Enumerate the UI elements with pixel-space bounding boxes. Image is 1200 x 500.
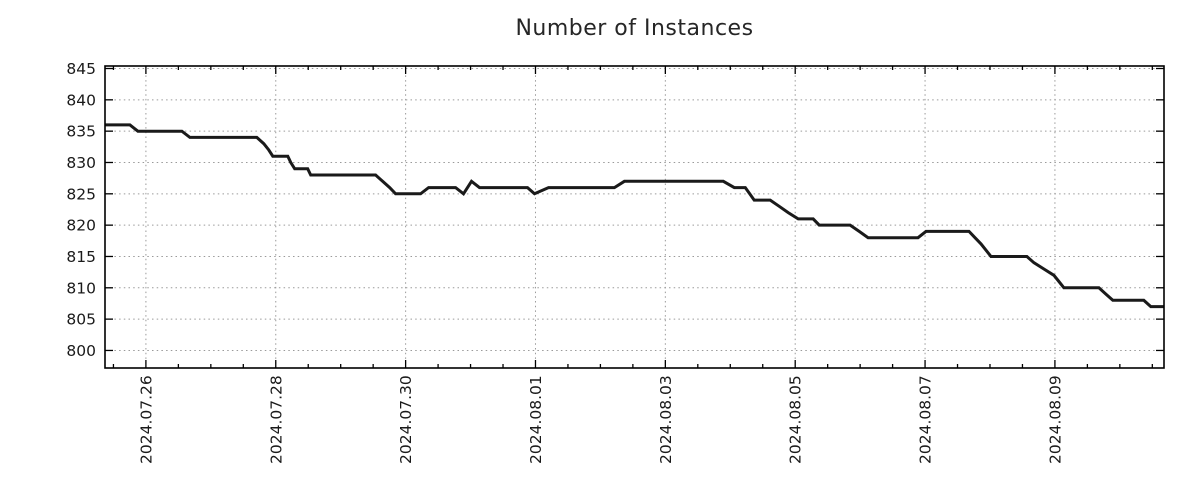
y-tick-label: 840: [66, 91, 96, 109]
x-tick-labels: 2024.07.26 2024.07.28 2024.07.30 2024.08.01…: [137, 375, 1064, 464]
x-tick-label: 2024.07.28: [267, 375, 285, 464]
y-tick-label: 830: [66, 154, 96, 172]
plot-border: [104, 65, 1165, 369]
y-tick-label: 835: [66, 123, 96, 141]
x-tick-label: 2024.08.03: [657, 375, 675, 464]
x-tick-label: 2024.08.07: [917, 375, 935, 464]
x-tick-label: 2024.08.09: [1046, 375, 1064, 464]
x-tick-label: 2024.08.05: [787, 375, 805, 464]
y-tick-label: 825: [66, 185, 96, 203]
x-tick-label: 2024.07.26: [137, 375, 155, 464]
y-tick-label: 815: [66, 248, 96, 266]
axis-ticks: [105, 66, 1164, 368]
x-tick-label: 2024.07.30: [397, 375, 415, 464]
series-line: [104, 123, 1164, 309]
chart-title: Number of Instances: [515, 16, 754, 41]
y-tick-labels: 845 840 835 830 825 820 815 810 805 800: [66, 60, 96, 360]
y-tick-label: 805: [66, 311, 96, 329]
x-tick-label: 2024.08.01: [527, 375, 545, 464]
y-tick-label: 800: [66, 342, 96, 360]
y-tick-label: 820: [66, 217, 96, 235]
y-tick-label: 845: [66, 60, 96, 78]
y-tick-label: 810: [66, 279, 96, 297]
gridlines: [105, 66, 1164, 368]
